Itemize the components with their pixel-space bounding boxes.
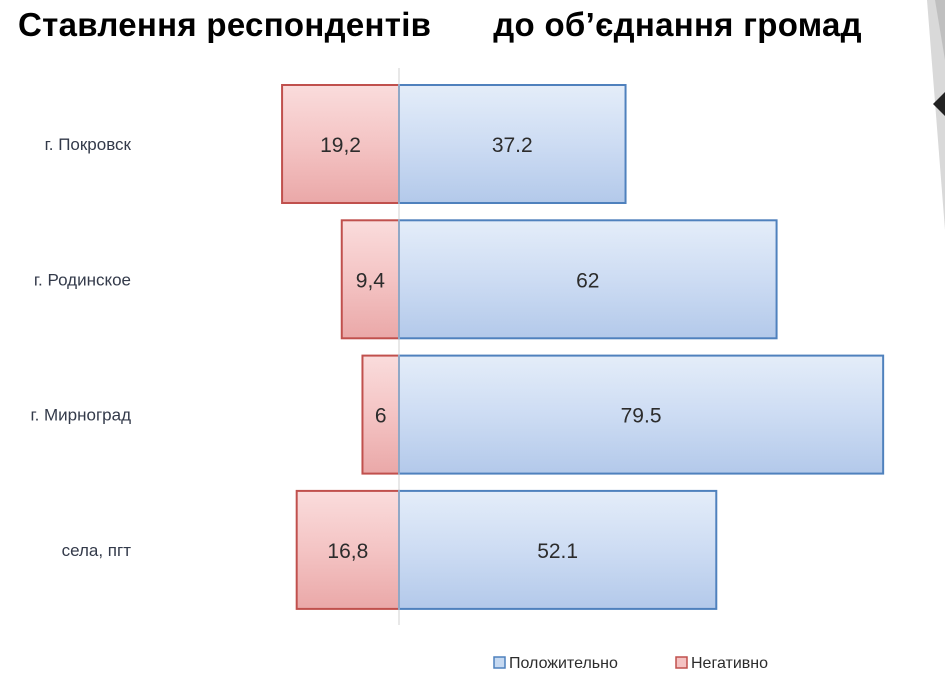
slide-title-part2: до об’єднання громад [493, 6, 862, 43]
data-label-negative: 9,4 [356, 269, 386, 292]
data-label-positive: 52.1 [537, 540, 578, 563]
bar-positive [398, 489, 718, 610]
legend-label: Положительно [509, 655, 618, 672]
labels-layer: г. Покровск 19,2 37.2 г. Родинское 9,4 62 г. М… [30, 134, 661, 563]
data-label-positive: 62 [576, 269, 599, 292]
bar-negative [281, 84, 400, 204]
category-label: г. Родинское [34, 270, 131, 289]
data-label-positive: 37.2 [492, 134, 533, 157]
legend: Положительно Негативно [493, 655, 768, 672]
bar-positive [398, 354, 885, 475]
legend-label: Негативно [691, 655, 768, 672]
slide-title-part1: Ставлення респондентів [18, 6, 432, 43]
legend-swatch [675, 656, 688, 669]
slide-title: Ставлення респондентів до об’єднання гром… [18, 6, 938, 44]
data-label-negative: 16,8 [327, 540, 368, 563]
bar-positive [398, 219, 778, 340]
corner-decoration [927, 0, 945, 230]
legend-swatch [493, 656, 506, 669]
bars-layer [281, 68, 885, 625]
data-label-negative: 6 [375, 405, 387, 428]
data-label-positive: 79.5 [621, 405, 662, 428]
category-label: г. Покровск [45, 135, 132, 154]
category-label: села, пгт [62, 541, 132, 560]
category-label: г. Мирноград [30, 406, 131, 425]
bar-negative [295, 489, 400, 610]
bar-positive [398, 84, 627, 204]
data-label-negative: 19,2 [320, 134, 361, 157]
